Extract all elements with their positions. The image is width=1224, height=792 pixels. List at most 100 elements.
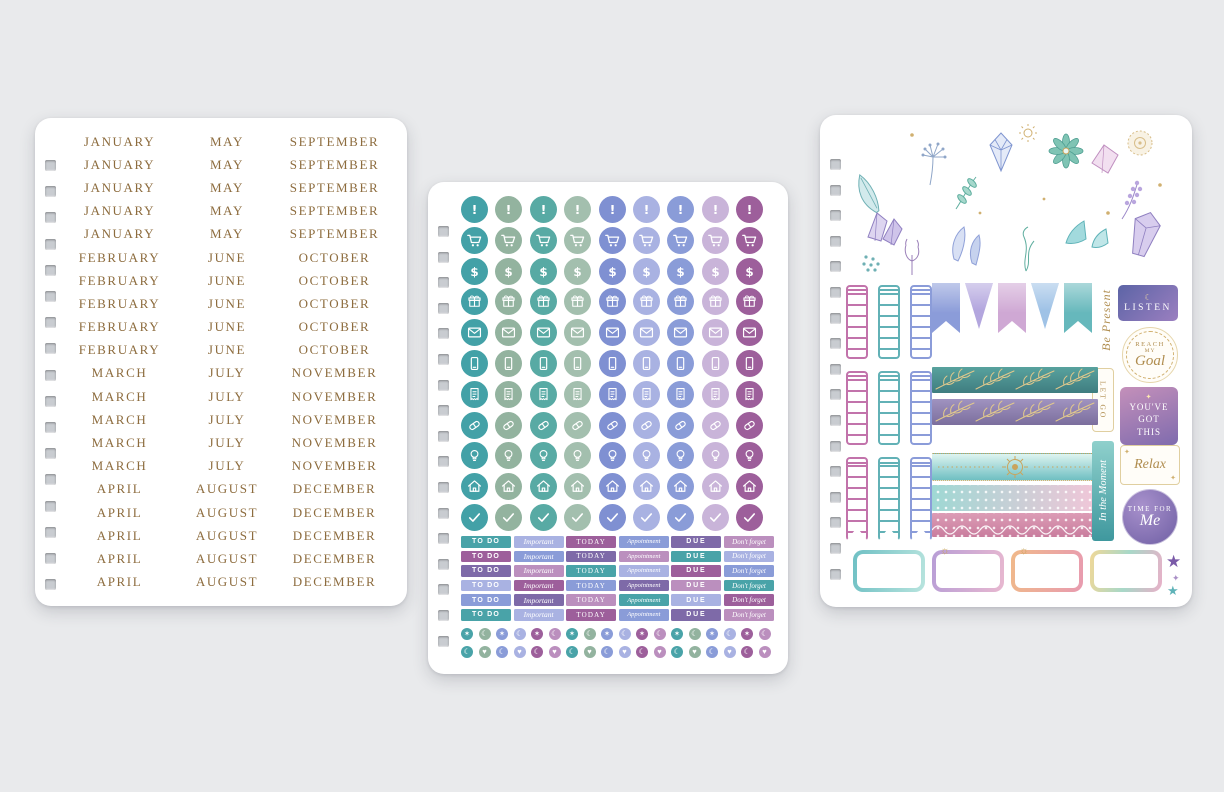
feather-icon <box>858 174 880 214</box>
receipt-icon <box>740 385 759 404</box>
mail-circle-sticker <box>633 319 660 347</box>
cart-circle-sticker <box>598 226 626 254</box>
heart-dot-sticker: ♥ <box>688 645 701 658</box>
month-sticker: OCTOBER <box>298 249 371 265</box>
sheet2-content: TO DO Important TODAY Appointment DUE Don't f… <box>428 182 788 674</box>
time-line2: Me <box>1139 512 1161 529</box>
dollar-icon <box>706 262 725 281</box>
receipt-circle-sticker <box>461 380 488 408</box>
month-sticker: JULY <box>208 365 246 381</box>
mail-circle-sticker <box>598 319 626 347</box>
heart-dot-sticker: ♥ <box>618 645 631 658</box>
dollar-circle-sticker <box>495 257 523 285</box>
listen-text: LISTEN <box>1124 302 1172 313</box>
lavender-sprig-icon <box>1121 180 1143 220</box>
check-circle-sticker <box>598 504 626 531</box>
ladder-strip-sticker <box>846 285 868 359</box>
punch-hole <box>45 160 56 171</box>
exclamation-circle-sticker <box>529 196 557 223</box>
gift-circle-sticker <box>461 288 488 316</box>
label-sticker: TO DO <box>461 609 511 621</box>
month-sticker: NOVEMBER <box>291 435 378 451</box>
house-icon <box>706 477 725 496</box>
bulb-icon <box>568 446 587 465</box>
punch-hole <box>830 312 841 324</box>
label-sticker: TODAY <box>566 550 617 563</box>
pill-icon <box>671 416 690 435</box>
punch-hole <box>45 474 56 486</box>
blue-feather-icon <box>952 226 981 266</box>
mail-circle-sticker <box>564 319 592 347</box>
moon-dot-sticker: ☾ <box>636 645 648 658</box>
label-sticker: DUE <box>671 579 722 592</box>
house-circle-sticker <box>529 473 557 501</box>
house-icon <box>534 477 553 496</box>
dollar-icon <box>603 262 622 281</box>
cart-circle-sticker <box>495 226 523 254</box>
exclamation-circle-sticker <box>701 196 729 223</box>
star-icon: ★ <box>1167 583 1179 598</box>
bulb-icon <box>499 446 518 465</box>
pill-circle-sticker <box>736 411 764 439</box>
month-sticker: SEPTEMBER <box>289 203 380 219</box>
pennant-flag-sticker <box>1031 283 1059 329</box>
gift-icon <box>740 292 759 311</box>
label-sticker: Important <box>513 550 564 563</box>
label-sticker: Important <box>513 565 564 577</box>
check-circle-sticker <box>701 504 729 531</box>
star-dot-sticker: ✶ <box>531 628 543 640</box>
phone-icon <box>706 354 725 373</box>
ladder-strip-sticker <box>846 457 868 541</box>
cart-icon <box>499 231 518 250</box>
house-circle-sticker <box>461 473 488 501</box>
ladder-strip-sticker <box>846 371 868 445</box>
month-sticker: FEBRUARY <box>78 249 161 265</box>
exclamation-circle-sticker <box>461 196 488 223</box>
label-sticker: Appointment <box>618 565 669 577</box>
mail-circle-sticker <box>667 319 695 347</box>
label-sticker: Don't forget <box>724 550 774 563</box>
label-sticker: Appointment <box>618 536 669 548</box>
punch-hole <box>45 343 56 355</box>
month-sticker: JUNE <box>207 272 247 288</box>
phone-icon <box>637 354 656 373</box>
pill-icon <box>499 416 518 435</box>
punch-hole <box>830 517 841 529</box>
month-sticker: FEBRUARY <box>78 295 161 311</box>
cart-circle-sticker <box>564 226 592 254</box>
relax-text: Relax <box>1134 457 1166 472</box>
label-sticker: TO DO <box>461 565 511 577</box>
house-icon <box>740 477 759 496</box>
succulent-icon <box>1048 133 1084 169</box>
punch-hole <box>45 500 56 512</box>
moon-dot-sticker: ☾ <box>461 645 473 658</box>
pill-icon <box>637 416 656 435</box>
cart-circle-sticker <box>633 226 660 254</box>
punch-hole <box>830 568 841 580</box>
receipt-icon <box>671 385 690 404</box>
receipt-circle-sticker <box>736 380 764 408</box>
pennant-flag-sticker <box>965 283 993 329</box>
label-sticker: Appointment <box>618 550 669 563</box>
purple-crystal-icon <box>1132 211 1161 258</box>
blank-label-writing-area <box>857 554 921 588</box>
label-sticker: TODAY <box>566 565 617 577</box>
heart-dot-sticker: ♥ <box>478 645 491 658</box>
mail-icon <box>740 323 759 342</box>
pill-circle-sticker <box>667 411 695 439</box>
check-icon <box>637 508 656 527</box>
crescent-moon-icon: ☾ <box>1144 292 1152 302</box>
be-present-sticker: Be Present <box>1098 283 1114 357</box>
gem-icon <box>989 132 1013 173</box>
receipt-circle-sticker <box>598 380 626 408</box>
decorative-nature-cluster <box>858 124 1162 275</box>
mail-icon <box>499 323 518 342</box>
swallowtail-flag-sticker <box>998 283 1026 333</box>
label-sticker: Appointment <box>618 579 669 592</box>
exclamation-icon <box>671 200 690 219</box>
star-dot-sticker: ✶ <box>741 628 753 640</box>
dollar-icon <box>740 262 759 281</box>
washi-sticker-gold-medallion <box>932 453 1098 481</box>
gift-circle-sticker <box>564 288 592 316</box>
gold-branch-pattern <box>935 400 1095 422</box>
